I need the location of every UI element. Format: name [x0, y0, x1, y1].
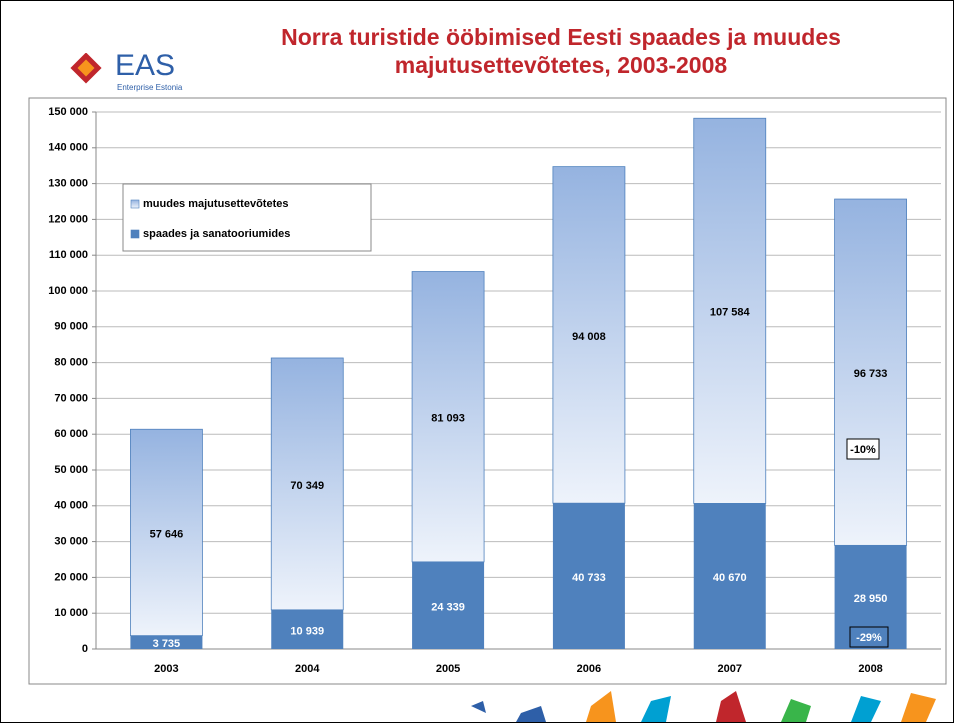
- chart-title: Norra turistide ööbimised Eesti spaades …: [216, 23, 906, 79]
- legend-label: spaades ja sanatooriumides: [143, 228, 290, 240]
- y-tick-label: 110 000: [49, 249, 88, 261]
- y-tick-label: 130 000: [48, 178, 88, 190]
- value-label: 96 733: [854, 368, 888, 380]
- x-tick-label: 2005: [436, 663, 460, 675]
- y-tick-label: 70 000: [54, 392, 88, 404]
- annotation: -10%: [850, 444, 876, 456]
- x-tick-label: 2004: [295, 663, 320, 675]
- annotation: -29%: [856, 632, 882, 644]
- value-label: 3 735: [153, 638, 181, 650]
- x-tick-label: 2007: [718, 663, 742, 675]
- slide: 0 10 000 20 000 30 000 40 000 50 000 60 000 70 …: [0, 0, 954, 723]
- logo-subtitle: Enterprise Estonia: [117, 83, 237, 92]
- legend-swatch: [131, 200, 139, 208]
- y-tick-label: 30 000: [54, 536, 88, 548]
- y-tick-label: 0: [82, 643, 88, 655]
- y-tick-label: 20 000: [54, 571, 88, 583]
- value-label: 94 008: [572, 331, 606, 343]
- x-tick-label: 2008: [858, 663, 882, 675]
- value-label: 28 950: [854, 593, 888, 605]
- logo-name: EAS: [115, 49, 175, 83]
- x-tick-label: 2003: [154, 663, 178, 675]
- value-label: 70 349: [290, 480, 324, 492]
- x-tick-label: 2006: [577, 663, 601, 675]
- y-tick-label: 90 000: [54, 321, 88, 333]
- value-label: 10 939: [290, 625, 324, 637]
- value-label: 81 093: [431, 413, 465, 425]
- value-label: 40 670: [713, 572, 747, 584]
- legend-box: [123, 184, 371, 251]
- y-tick-label: 60 000: [54, 428, 88, 440]
- y-tick-label: 140 000: [48, 142, 88, 154]
- y-tick-label: 10 000: [54, 607, 88, 619]
- chart: 0 10 000 20 000 30 000 40 000 50 000 60 000 70 …: [1, 1, 953, 722]
- value-label: 57 646: [150, 528, 184, 540]
- y-tick-label: 50 000: [54, 464, 88, 476]
- legend-label: muudes majutusettevõtetes: [143, 198, 288, 210]
- y-tick-label: 150 000: [48, 106, 88, 118]
- y-tick-label: 80 000: [54, 357, 88, 369]
- logo-icon: [67, 53, 107, 87]
- value-label: 24 339: [431, 601, 465, 613]
- y-tick-label: 100 000: [48, 285, 88, 297]
- legend-swatch: [131, 230, 139, 238]
- decoration: [471, 691, 936, 722]
- y-tick-label: 40 000: [54, 500, 88, 512]
- value-label: 40 733: [572, 572, 606, 584]
- value-label: 107 584: [710, 307, 751, 319]
- y-tick-label: 120 000: [48, 213, 88, 225]
